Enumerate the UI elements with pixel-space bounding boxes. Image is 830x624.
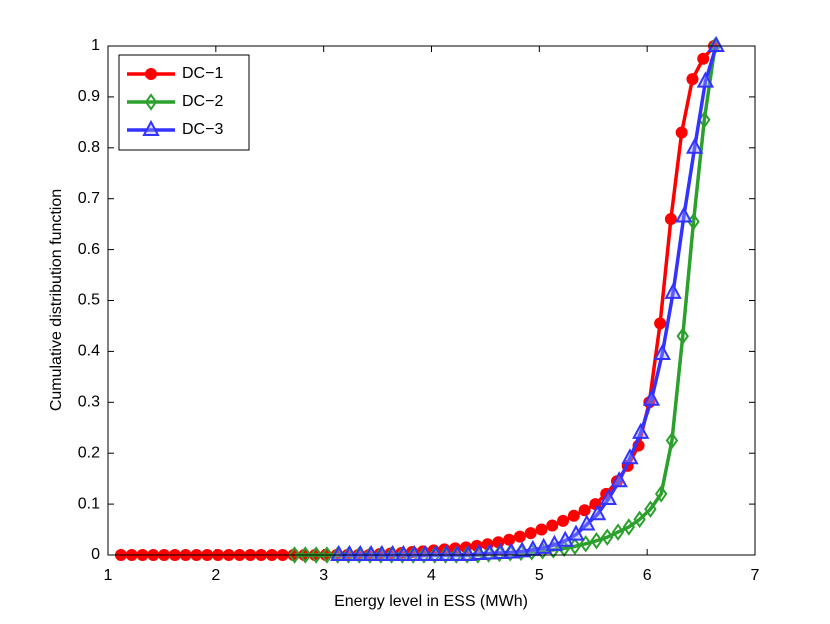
marker [299,546,312,564]
marker [642,389,661,406]
marker [653,343,671,360]
marker [633,510,646,529]
legend-marker [145,68,157,80]
marker [394,544,413,561]
marker [601,528,614,546]
marker [654,485,668,503]
marker [513,530,526,543]
marker [437,544,456,561]
marker [524,527,537,540]
marker [309,546,323,564]
legend-marker [142,119,160,136]
marker [665,431,679,450]
marker [351,544,370,561]
marker [427,544,445,561]
marker [373,544,391,561]
y-tick-label: 0.7 [78,190,100,207]
legend: DC−1 DC−2 DC−3 [118,54,250,151]
marker [567,509,580,522]
y-tick-label: 1 [91,37,100,54]
marker [330,544,348,561]
legend-label: DC−3 [182,121,223,138]
marker [535,523,548,536]
marker [578,504,591,517]
y-tick-label: 0.9 [78,88,100,105]
legend-label: DC−1 [182,65,223,82]
marker [644,500,657,518]
marker [578,514,596,531]
marker [675,126,688,139]
marker [470,543,488,560]
x-tick-label: 2 [211,567,220,584]
marker [590,532,603,550]
marker [502,542,520,559]
x-tick-label: 1 [104,567,113,584]
marker [686,73,699,86]
y-tick-label: 0.2 [78,444,100,461]
y-tick-label: 0.6 [78,241,100,258]
marker [675,206,693,223]
marker [654,317,667,330]
marker [320,546,334,564]
legend-label: DC−2 [182,93,223,110]
marker [664,213,677,226]
marker [557,514,570,527]
marker [696,71,715,88]
legend-marker [144,93,158,111]
y-tick-label: 0.3 [78,394,100,411]
y-tick-label: 0.5 [78,292,100,309]
marker [685,137,704,154]
x-tick-label: 6 [643,567,652,584]
marker [362,544,380,561]
marker [599,488,618,506]
x-tick-label: 7 [751,567,760,584]
marker [340,544,359,561]
marker [610,471,628,488]
marker [405,544,423,561]
marker [567,524,585,541]
y-tick-label: 0.8 [78,139,100,156]
marker [697,52,710,65]
marker [459,544,477,561]
y-tick-label: 0.1 [78,495,100,512]
marker [448,544,467,561]
marker [579,535,592,553]
marker [384,544,402,561]
marker [513,541,531,558]
marker [664,282,682,299]
marker [632,422,650,439]
marker [416,544,434,561]
marker [588,504,607,521]
marker [622,518,636,536]
y-axis-label: Cumulative distribution function [48,189,65,411]
marker [621,448,639,465]
y-tick-label: 0.4 [78,343,100,360]
x-tick-label: 5 [535,567,544,584]
x-axis-label: Energy level in ESS (MWh) [334,593,528,610]
marker [707,35,725,52]
marker [288,546,301,564]
x-tick-label: 3 [319,567,328,584]
y-tick-label: 0 [91,546,100,563]
marker [611,523,625,541]
marker [546,519,559,532]
marker [503,533,516,546]
marker [676,327,689,345]
axes-box [107,45,756,556]
x-tick-label: 4 [427,567,436,584]
